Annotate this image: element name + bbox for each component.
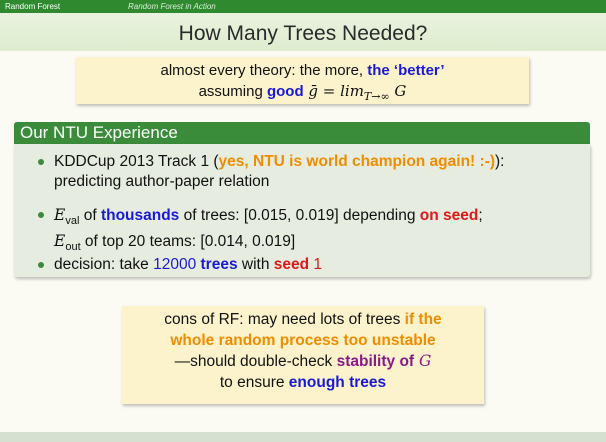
item-highlight: trees [200,256,238,273]
cons-highlight: enough trees [288,374,387,391]
intro-line-1: almost every theory: the more, the ‘bett… [76,61,529,81]
item-highlight: seed [273,256,310,273]
item-text: of [79,207,101,224]
cons-box: cons of RF: may need lots of trees if th… [122,306,484,404]
item-highlight: on seed [419,207,479,224]
cons-highlight: if the [404,311,442,328]
item-text: ): [495,153,505,170]
experience-block-body: KDDCup 2013 Track 1 (yes, NTU is world c… [14,144,590,277]
cons-line-2: whole random process too unstable [122,330,484,351]
cons-line-3: —should double-check stability of G [122,351,484,372]
formula-limit-subscript: T→∞ [363,90,390,103]
experience-block-heading: Our NTU Experience [14,122,590,144]
e-val-subscript: val [65,215,80,228]
slide-title: How Many Trees Needed? [178,22,428,45]
bullet-icon [38,262,44,268]
list-item-text: KDDCup 2013 Track 1 (yes, NTU is world c… [54,152,584,192]
intro-line-1-text: almost every theory: the more, [160,62,368,79]
footer-bar [0,432,606,442]
item-text: of trees: [0.015, 0.019] depending [179,207,420,224]
list-item-text: Eval of thousands of trees: [0.015, 0.01… [54,205,584,257]
header-navigation-bar: Random Forest Random Forest in Action [0,0,606,13]
cons-text: to ensure [219,374,289,391]
item-highlight: yes, NTU is world champion again! :-) [218,153,495,170]
e-val-symbol: E [54,206,66,224]
item-number: 1 [313,256,323,273]
item-text: ; [478,207,483,224]
item-number: 12000 [153,256,197,273]
cons-text: —should double-check [174,353,337,370]
title-band [0,13,606,51]
formula-g-bar: ḡ = lim [303,82,364,100]
item-text: of top 20 teams: [0.014, 0.019] [80,233,296,251]
intro-line-2: assuming good ḡ = limT→∞ G [76,81,529,107]
bullet-icon [38,159,44,165]
list-item-text: decision: take 12000 trees with seed 1 [54,255,584,275]
item-text: KDDCup 2013 Track 1 ( [54,153,219,170]
intro-line-2-text: assuming [198,83,267,100]
cons-highlight: stability of [336,353,415,370]
cons-line-1: cons of RF: may need lots of trees if th… [122,309,484,330]
cons-text: cons of RF: may need lots of trees [164,311,405,328]
e-out-symbol: E [54,232,66,251]
item-highlight: thousands [100,207,180,224]
e-out-subscript: out [65,241,81,254]
formula-g: G [389,82,407,100]
section-link[interactable]: Random Forest [5,2,61,11]
cons-highlight: whole random process too unstable [170,332,436,349]
item-text: predicting author-paper relation [54,173,270,190]
subsection-link[interactable]: Random Forest in Action [128,2,216,11]
item-text: decision: take [54,256,154,273]
cons-line-4: to ensure enough trees [122,372,484,393]
cons-symbol-g: G [414,352,432,370]
intro-box: almost every theory: the more, the ‘bett… [76,57,529,104]
item-text: with [237,256,274,273]
intro-line-1-emphasis: the ‘better’ [367,62,445,79]
bullet-icon [38,212,44,218]
intro-line-2-emphasis: good [266,83,304,100]
